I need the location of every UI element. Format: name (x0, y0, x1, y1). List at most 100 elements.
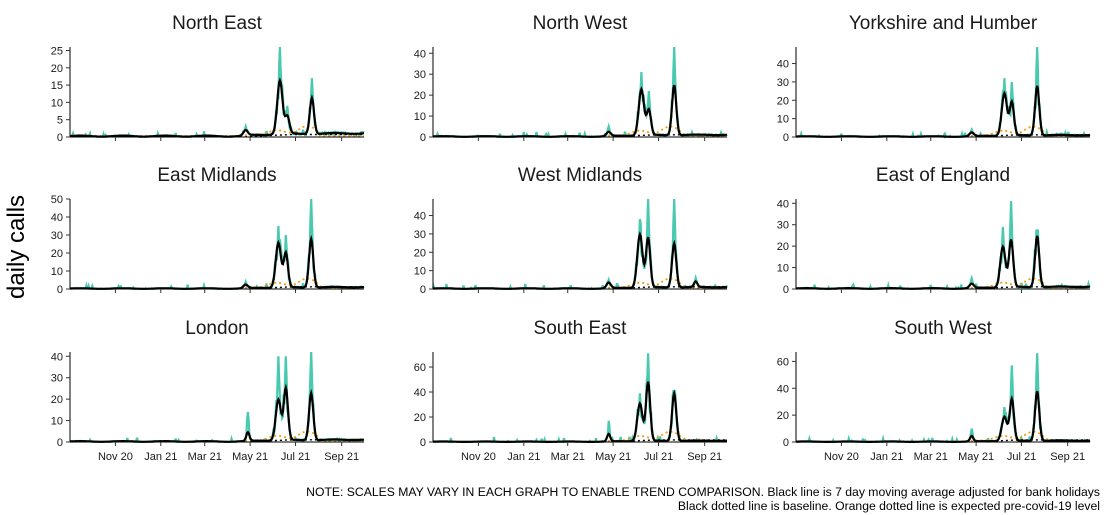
daily-calls-series (432, 46, 728, 139)
panel-east-of-england: East of England 0 10 20 30 40 (777, 165, 1091, 296)
y-tick-label: 10 (51, 97, 63, 109)
panel-title: London (185, 318, 248, 339)
x-tick-label: Nov 20 (461, 451, 496, 463)
y-tick-label: 20 (414, 90, 426, 102)
x-tick-label: Jul 21 (644, 451, 673, 463)
panel-title: North West (533, 13, 628, 34)
y-tick-label: 0 (420, 284, 426, 296)
x-tick-label: Jan 21 (144, 451, 177, 463)
x-tick-label: May 21 (595, 451, 631, 463)
y-tick-label: 0 (783, 437, 789, 449)
y-tick-label: 20 (51, 394, 63, 406)
y-tick-label: 40 (51, 212, 63, 224)
y-tick-label: 60 (414, 362, 426, 374)
moving-average-series (69, 234, 364, 290)
y-tick-label: 40 (414, 387, 426, 399)
y-tick-label: 0 (57, 132, 63, 144)
panel-title: West Midlands (518, 165, 642, 186)
moving-average-series (796, 85, 1091, 138)
panel-london: London 0 10 20 30 40 Nov 20 Jan 21 Mar 21 May 21 J… (51, 318, 365, 463)
y-tick-label: 40 (414, 48, 426, 60)
y-tick-label: 10 (777, 263, 789, 275)
daily-calls-series (69, 198, 365, 291)
panel-west-midlands: West Midlands 0 10 20 30 40 (414, 165, 729, 296)
panel-title: South West (894, 318, 993, 339)
daily-calls-series (432, 353, 727, 444)
x-tick-label: Nov 20 (824, 451, 859, 463)
y-tick-label: 40 (777, 198, 789, 210)
x-tick-label: Mar 21 (188, 451, 222, 463)
panel-title: North East (172, 13, 262, 34)
y-tick-label: 0 (57, 437, 63, 449)
y-tick-label: 30 (51, 230, 63, 242)
x-tick-label: Jul 21 (1007, 451, 1036, 463)
y-tick-label: 30 (414, 229, 426, 241)
y-tick-label: 0 (57, 284, 63, 296)
moving-average-series (795, 390, 1090, 443)
moving-average-series (795, 235, 1090, 290)
panel-east-midlands: East Midlands 0 10 20 30 40 50 (51, 165, 365, 296)
x-tick-label: Sep 21 (324, 451, 359, 463)
daily-calls-series (431, 198, 729, 291)
y-tick-label: 60 (777, 356, 789, 368)
y-tick-label: 40 (777, 59, 789, 71)
note-line-2: Black dotted line is baseline. Orange do… (677, 499, 1100, 513)
note-line-1: NOTE: SCALES MAY VARY IN EACH GRAPH TO E… (306, 485, 1100, 499)
panel-south-west: South West 0 20 40 60 Nov 20 Jan 21 Mar 21 May 2… (777, 318, 1091, 463)
y-tick-label: 20 (777, 410, 789, 422)
x-tick-label: May 21 (958, 451, 994, 463)
y-tick-label: 0 (420, 132, 426, 144)
x-tick-label: Mar 21 (914, 451, 948, 463)
y-tick-label: 40 (51, 351, 63, 363)
y-tick-label: 50 (51, 194, 63, 206)
y-axis-label: daily calls (3, 195, 30, 299)
y-tick-label: 20 (414, 247, 426, 259)
panel-title: East Midlands (157, 165, 276, 186)
x-tick-label: Mar 21 (551, 451, 585, 463)
moving-average-series (69, 383, 364, 443)
y-tick-label: 40 (777, 383, 789, 395)
panel-yorkshire-and-humber: Yorkshire and Humber 0 10 20 30 40 (777, 13, 1091, 144)
daily-calls-series (796, 201, 1091, 291)
moving-average-series (433, 231, 728, 290)
y-tick-label: 20 (777, 241, 789, 253)
y-tick-label: 0 (783, 284, 789, 296)
y-tick-label: 20 (51, 63, 63, 75)
x-tick-label: Sep 21 (687, 451, 722, 463)
x-tick-label: May 21 (232, 451, 268, 463)
x-tick-label: Jan 21 (870, 451, 903, 463)
x-tick-label: Nov 20 (98, 451, 133, 463)
panel-south-east: South East 0 20 40 60 Nov 20 Jan 21 Mar 21 May 2… (414, 318, 727, 463)
y-tick-label: 10 (777, 114, 789, 126)
daily-calls-series (70, 46, 365, 138)
daily-calls-series (796, 353, 1091, 444)
moving-average-series (433, 381, 727, 443)
y-tick-label: 20 (414, 412, 426, 424)
y-tick-label: 0 (420, 437, 426, 449)
x-tick-label: Jul 21 (281, 451, 310, 463)
y-tick-label: 40 (414, 211, 426, 223)
panel-title: South East (534, 318, 628, 339)
y-tick-label: 30 (414, 69, 426, 81)
y-tick-label: 30 (51, 373, 63, 385)
x-tick-label: Sep 21 (1050, 451, 1085, 463)
y-tick-label: 15 (51, 80, 63, 92)
panel-north-east: North East 0 5 10 15 20 25 (51, 13, 365, 144)
panel-title: East of England (876, 165, 1010, 186)
panel-title: Yorkshire and Humber (849, 13, 1038, 34)
y-tick-label: 10 (414, 111, 426, 123)
panel-north-west: North West 0 10 20 30 40 (414, 13, 728, 144)
y-tick-label: 30 (777, 220, 789, 232)
y-tick-label: 0 (783, 132, 789, 144)
y-tick-label: 25 (51, 45, 63, 57)
y-tick-label: 20 (777, 95, 789, 107)
y-tick-label: 10 (51, 416, 63, 428)
y-tick-label: 10 (51, 266, 63, 278)
moving-average-series (432, 84, 728, 138)
y-tick-label: 20 (51, 248, 63, 260)
x-tick-label: Jan 21 (507, 451, 540, 463)
daily-calls-series (795, 46, 1091, 139)
y-tick-label: 10 (414, 266, 426, 278)
moving-average-series (70, 77, 364, 138)
